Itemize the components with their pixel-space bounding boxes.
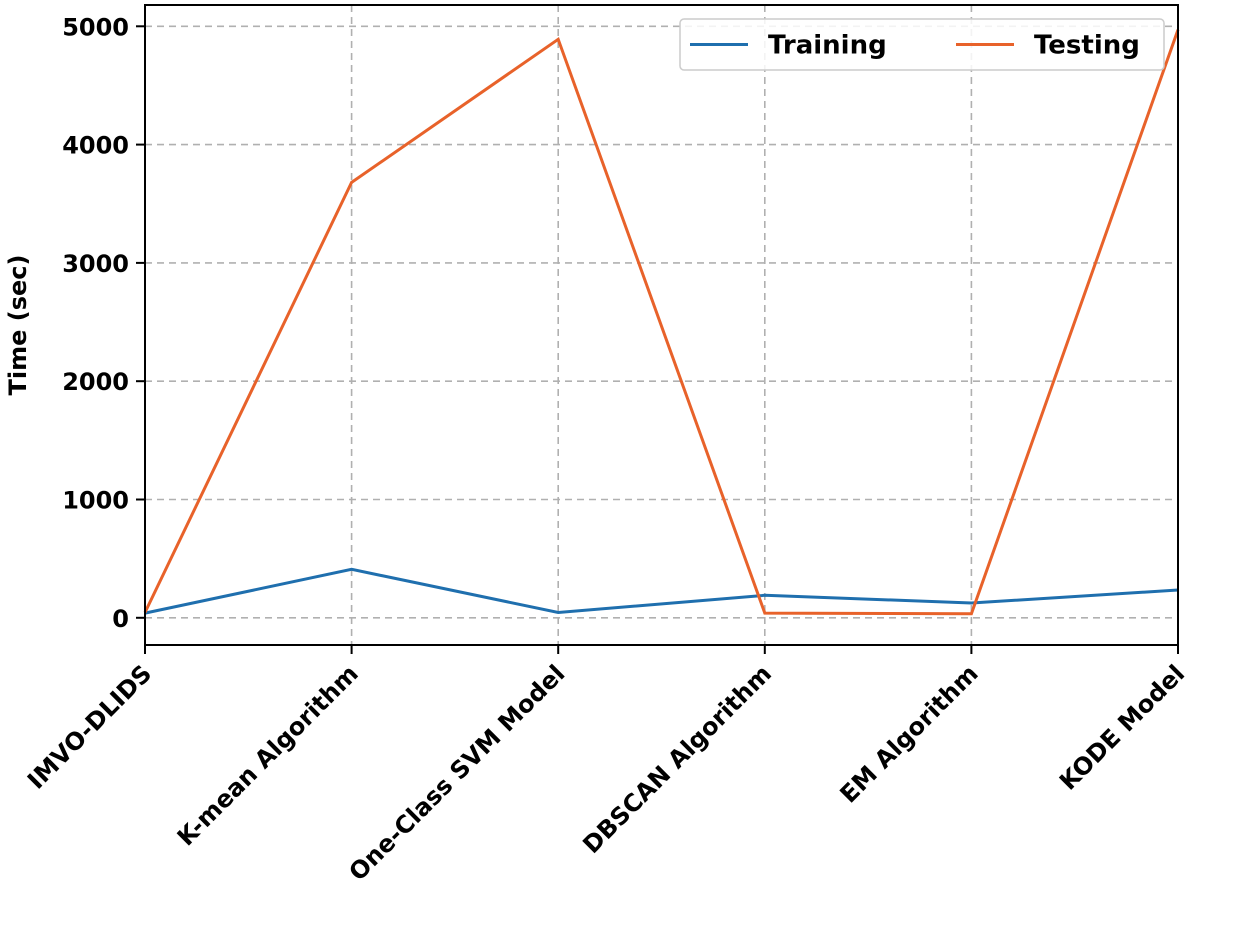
x-tick-label: KODE Model bbox=[1054, 659, 1190, 795]
x-tick-label: One-Class SVM Model bbox=[344, 659, 571, 886]
x-tick-label: DBSCAN Algorithm bbox=[577, 659, 777, 859]
series-line-training bbox=[144, 567, 1179, 615]
x-tick-label: EM Algorithm bbox=[835, 659, 984, 808]
series-line-testing bbox=[143, 29, 1180, 616]
x-tick-label: IMVO-DLIDS bbox=[22, 659, 157, 794]
y-tick-label: 3000 bbox=[62, 250, 129, 278]
x-tick-label: K-mean Algorithm bbox=[172, 659, 364, 851]
legend-label-testing: Testing bbox=[1034, 31, 1140, 61]
y-axis-title: Time (sec) bbox=[4, 255, 32, 396]
legend: Training Testing bbox=[679, 18, 1165, 71]
y-tick-label: 0 bbox=[112, 605, 129, 633]
y-tick-label: 2000 bbox=[62, 368, 129, 396]
y-tick-label: 5000 bbox=[62, 13, 129, 41]
plot-frame bbox=[144, 4, 1179, 646]
legend-box bbox=[679, 18, 1165, 71]
y-axis-ticks: 0 1000 2000 3000 4000 5000 bbox=[62, 13, 145, 633]
series-lines bbox=[143, 29, 1180, 616]
legend-label-training: Training bbox=[768, 31, 887, 61]
y-tick-label: 1000 bbox=[62, 486, 129, 514]
y-tick-label: 4000 bbox=[62, 132, 129, 160]
